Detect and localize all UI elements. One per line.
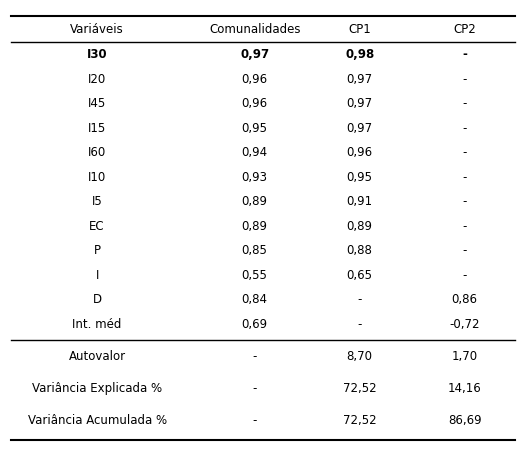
Text: 8,70: 8,70 [346, 349, 373, 363]
Text: -: - [463, 122, 467, 135]
Text: Variáveis: Variáveis [70, 23, 124, 36]
Text: Int. méd: Int. méd [72, 317, 122, 331]
Text: 0,98: 0,98 [345, 48, 374, 61]
Text: EC: EC [89, 219, 105, 233]
Text: 1,70: 1,70 [452, 349, 478, 363]
Text: CP2: CP2 [453, 23, 476, 36]
Text: P: P [93, 244, 101, 257]
Text: 0,89: 0,89 [242, 219, 268, 233]
Text: 0,96: 0,96 [242, 97, 268, 110]
Text: I20: I20 [88, 73, 106, 86]
Text: 0,94: 0,94 [242, 146, 268, 159]
Text: -: - [463, 268, 467, 282]
Text: 86,69: 86,69 [448, 414, 481, 427]
Text: -: - [463, 97, 467, 110]
Text: 0,96: 0,96 [346, 146, 373, 159]
Text: 0,55: 0,55 [242, 268, 268, 282]
Text: -: - [253, 349, 257, 363]
Text: 0,86: 0,86 [452, 293, 478, 306]
Text: 0,97: 0,97 [240, 48, 269, 61]
Text: 14,16: 14,16 [448, 382, 481, 395]
Text: 0,93: 0,93 [242, 171, 268, 184]
Text: I45: I45 [88, 97, 106, 110]
Text: 0,84: 0,84 [242, 293, 268, 306]
Text: I10: I10 [88, 171, 106, 184]
Text: 0,65: 0,65 [346, 268, 373, 282]
Text: I5: I5 [92, 195, 102, 208]
Text: Variância Explicada %: Variância Explicada % [32, 382, 162, 395]
Text: I: I [96, 268, 99, 282]
Text: 0,91: 0,91 [346, 195, 373, 208]
Text: CP1: CP1 [348, 23, 371, 36]
Text: -: - [463, 146, 467, 159]
Text: I60: I60 [88, 146, 106, 159]
Text: -: - [253, 414, 257, 427]
Text: 0,89: 0,89 [346, 219, 373, 233]
Text: I30: I30 [87, 48, 108, 61]
Text: 0,95: 0,95 [346, 171, 373, 184]
Text: 0,69: 0,69 [242, 317, 268, 331]
Text: I15: I15 [88, 122, 106, 135]
Text: -0,72: -0,72 [449, 317, 480, 331]
Text: -: - [463, 219, 467, 233]
Text: 72,52: 72,52 [343, 382, 376, 395]
Text: -: - [463, 244, 467, 257]
Text: -: - [253, 382, 257, 395]
Text: 0,97: 0,97 [346, 97, 373, 110]
Text: -: - [358, 293, 362, 306]
Text: 72,52: 72,52 [343, 414, 376, 427]
Text: -: - [462, 48, 467, 61]
Text: 0,95: 0,95 [242, 122, 268, 135]
Text: Variância Acumulada %: Variância Acumulada % [27, 414, 167, 427]
Text: -: - [463, 195, 467, 208]
Text: Autovalor: Autovalor [69, 349, 125, 363]
Text: -: - [463, 73, 467, 86]
Text: -: - [463, 171, 467, 184]
Text: 0,89: 0,89 [242, 195, 268, 208]
Text: -: - [358, 317, 362, 331]
Text: 0,96: 0,96 [242, 73, 268, 86]
Text: 0,97: 0,97 [346, 73, 373, 86]
Text: D: D [92, 293, 102, 306]
Text: Comunalidades: Comunalidades [209, 23, 300, 36]
Text: 0,85: 0,85 [242, 244, 268, 257]
Text: 0,97: 0,97 [346, 122, 373, 135]
Text: 0,88: 0,88 [346, 244, 373, 257]
